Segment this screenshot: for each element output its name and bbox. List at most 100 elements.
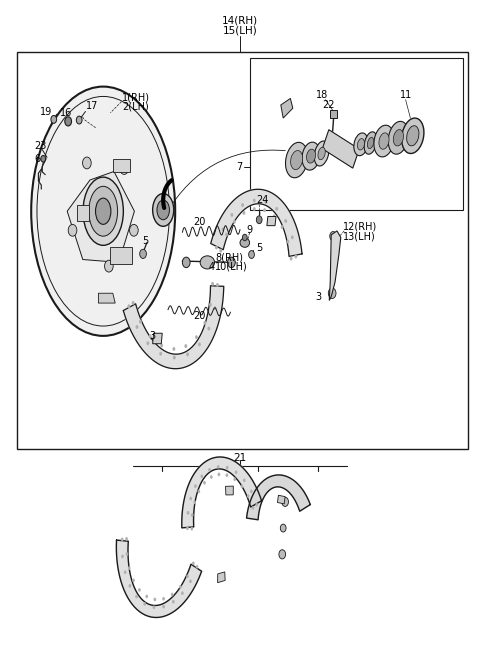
Circle shape [328, 288, 336, 298]
Circle shape [242, 211, 245, 215]
Ellipse shape [407, 126, 419, 146]
Polygon shape [153, 333, 162, 344]
Circle shape [159, 352, 162, 356]
Circle shape [135, 595, 138, 598]
Circle shape [215, 245, 218, 249]
Circle shape [208, 468, 211, 472]
Text: 11: 11 [399, 90, 412, 100]
Circle shape [230, 213, 233, 217]
Circle shape [193, 501, 196, 504]
Polygon shape [182, 457, 262, 528]
Polygon shape [323, 130, 359, 168]
Ellipse shape [302, 142, 320, 170]
Text: 20: 20 [193, 311, 205, 321]
Text: 7: 7 [236, 162, 242, 173]
Bar [330, 110, 337, 118]
Circle shape [197, 489, 200, 493]
Ellipse shape [240, 238, 250, 247]
Ellipse shape [157, 200, 169, 220]
Circle shape [179, 585, 182, 588]
Text: 17: 17 [86, 101, 99, 112]
Circle shape [187, 511, 189, 515]
Circle shape [149, 334, 152, 338]
Circle shape [189, 497, 192, 501]
Text: 18: 18 [315, 90, 328, 100]
Polygon shape [217, 572, 225, 583]
Circle shape [172, 347, 175, 351]
Circle shape [162, 597, 165, 601]
Circle shape [121, 538, 123, 541]
Circle shape [226, 474, 228, 477]
Circle shape [171, 592, 174, 596]
Circle shape [233, 478, 236, 481]
Circle shape [120, 163, 129, 174]
Circle shape [162, 605, 165, 608]
Circle shape [76, 116, 82, 124]
Circle shape [145, 594, 148, 598]
Circle shape [126, 552, 128, 556]
Ellipse shape [374, 125, 394, 157]
Text: 13(LH): 13(LH) [343, 231, 376, 241]
Circle shape [282, 497, 288, 506]
Circle shape [135, 325, 138, 329]
Circle shape [196, 565, 198, 569]
Text: 3: 3 [316, 291, 322, 302]
Text: 12(RH): 12(RH) [343, 222, 377, 232]
Ellipse shape [228, 257, 235, 268]
Circle shape [203, 481, 206, 485]
Circle shape [243, 478, 246, 482]
Polygon shape [116, 540, 202, 617]
Circle shape [253, 199, 256, 203]
Text: 15(LH): 15(LH) [223, 26, 257, 36]
Bar [17, 52, 468, 449]
Text: 10(LH): 10(LH) [215, 262, 248, 272]
Text: 22: 22 [323, 100, 335, 110]
Circle shape [287, 239, 289, 243]
Circle shape [273, 215, 276, 218]
Circle shape [219, 249, 222, 253]
Circle shape [128, 566, 131, 570]
Circle shape [256, 216, 262, 224]
Circle shape [181, 591, 184, 595]
Polygon shape [67, 171, 134, 262]
Ellipse shape [200, 256, 215, 269]
Circle shape [153, 605, 155, 609]
Text: 8(RH): 8(RH) [215, 253, 243, 263]
Circle shape [252, 506, 254, 510]
Circle shape [51, 115, 57, 123]
Circle shape [294, 255, 297, 258]
Text: 19: 19 [40, 106, 53, 117]
Ellipse shape [367, 137, 374, 149]
Circle shape [130, 224, 138, 236]
Circle shape [275, 207, 278, 211]
Circle shape [192, 562, 195, 565]
Circle shape [186, 352, 189, 356]
Circle shape [172, 600, 175, 604]
Circle shape [173, 356, 176, 359]
Circle shape [264, 200, 267, 204]
Polygon shape [281, 98, 293, 118]
Ellipse shape [354, 133, 368, 155]
Circle shape [247, 494, 250, 498]
Ellipse shape [31, 87, 175, 336]
Ellipse shape [182, 257, 190, 268]
Text: 23: 23 [35, 140, 47, 151]
Circle shape [216, 283, 219, 287]
Circle shape [249, 251, 254, 258]
Circle shape [330, 232, 336, 241]
Circle shape [281, 225, 284, 229]
Circle shape [241, 203, 244, 207]
Circle shape [233, 220, 236, 224]
Circle shape [235, 470, 238, 474]
Polygon shape [277, 495, 285, 504]
Text: 20: 20 [193, 216, 205, 227]
Circle shape [105, 260, 113, 272]
Circle shape [129, 584, 131, 588]
Circle shape [204, 321, 206, 325]
Circle shape [121, 554, 124, 558]
Circle shape [217, 472, 220, 476]
Circle shape [225, 233, 228, 237]
Circle shape [68, 224, 77, 236]
Circle shape [217, 465, 219, 468]
Polygon shape [226, 486, 233, 495]
